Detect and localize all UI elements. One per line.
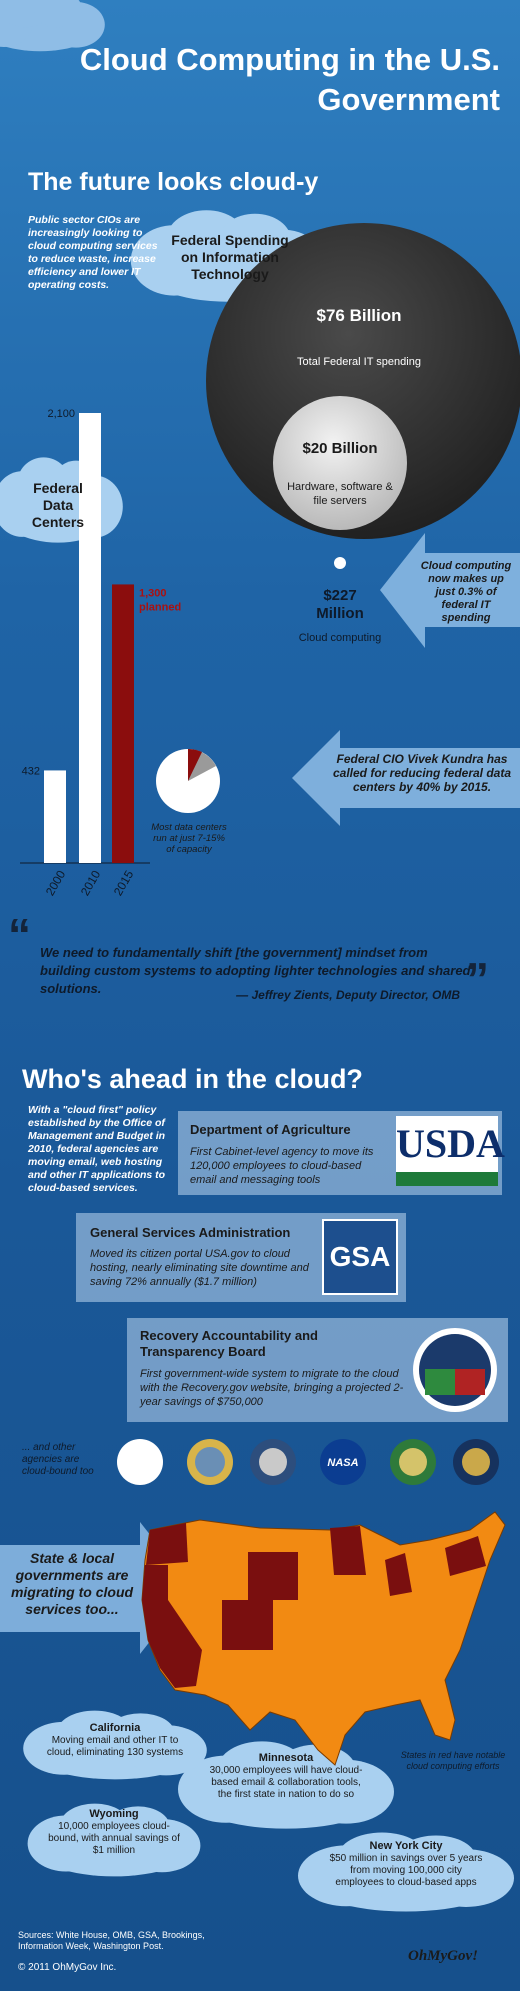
cloud-circle bbox=[334, 557, 346, 569]
state bbox=[385, 1553, 412, 1596]
map bbox=[141, 1511, 506, 1766]
state bbox=[142, 1565, 202, 1688]
agency-name: General Services Administration bbox=[90, 1225, 291, 1240]
seal bbox=[399, 1448, 427, 1476]
state-name: New York City bbox=[369, 1840, 443, 1852]
bar bbox=[112, 584, 134, 863]
agency-text: First Cabinet-level agency to move its 1… bbox=[190, 1146, 374, 1186]
arrow-text: State & local governments are migrating … bbox=[10, 1550, 134, 1617]
cloud bbox=[27, 1803, 201, 1877]
amount: $227 Million bbox=[316, 587, 364, 622]
bar-label: 1,300 bbox=[139, 587, 167, 599]
cloud-puff bbox=[396, 1835, 476, 1882]
state-text: 10,000 employees cloud-bound, with annua… bbox=[48, 1821, 180, 1856]
intro: With a "cloud first" policy established … bbox=[28, 1104, 166, 1194]
amount-label: Hardware, software & file servers bbox=[287, 481, 393, 507]
state bbox=[248, 1552, 298, 1600]
seal bbox=[117, 1439, 163, 1485]
seal bbox=[320, 1439, 366, 1485]
seal-part bbox=[455, 1369, 485, 1395]
seal-part bbox=[425, 1369, 455, 1395]
note: Most data centers run at just 7-15% of c… bbox=[151, 822, 227, 855]
seal bbox=[195, 1447, 225, 1477]
agency-seals: NASA bbox=[117, 1439, 499, 1485]
brand-logo: OhMyGov! bbox=[408, 1948, 478, 1964]
amount-label: Cloud computing bbox=[298, 632, 382, 644]
cloud bbox=[0, 0, 105, 52]
title: Cloud Computing in the U.S. Government bbox=[79, 42, 500, 117]
capacity-pie bbox=[156, 748, 220, 813]
state-name: Minnesota bbox=[258, 1752, 314, 1764]
sources: Sources: White House, OMB, GSA, Brooking… bbox=[18, 1930, 205, 1951]
pie-slice bbox=[188, 748, 202, 781]
amount: $20 Billion bbox=[302, 440, 378, 457]
states-arrow bbox=[0, 1522, 192, 1654]
cloud bbox=[298, 1832, 514, 1912]
hardware-circle bbox=[273, 396, 407, 530]
seal bbox=[259, 1448, 287, 1476]
agency-text: First government-wide system to migrate … bbox=[140, 1368, 404, 1408]
arrow-text: Cloud computing now makes up just 0.3% o… bbox=[420, 560, 512, 624]
state-name: California bbox=[89, 1722, 141, 1734]
state bbox=[146, 1523, 188, 1565]
quote-mark: ” bbox=[466, 953, 489, 1005]
state-text: Moving email and other IT to cloud, elim… bbox=[46, 1735, 184, 1758]
quote-author: — Jeffrey Zients, Deputy Director, OMB bbox=[236, 988, 460, 1002]
state-name: Wyoming bbox=[89, 1808, 139, 1820]
intro: Public sector CIOs are increasingly look… bbox=[28, 214, 158, 291]
x-tick-label: 2010 bbox=[78, 868, 104, 898]
agency-text: Moved its citizen portal USA.gov to clou… bbox=[90, 1248, 309, 1288]
map-legend: States in red have notable cloud computi… bbox=[400, 1750, 506, 1771]
amount-label: Total Federal IT spending bbox=[297, 356, 421, 368]
cloud-puff bbox=[106, 1713, 175, 1753]
state-text: $50 million in savings over 5 years from… bbox=[329, 1853, 483, 1888]
arrow-text: Federal CIO Vivek Kundra has called for … bbox=[332, 752, 512, 794]
quote: We need to fundamentally shift [the gove… bbox=[40, 945, 471, 996]
bar-label: 432 bbox=[22, 765, 40, 777]
agency-logo bbox=[413, 1328, 497, 1412]
heading: The future looks cloud-y bbox=[28, 168, 319, 196]
cloud-label: Federal Spending on Information Technolo… bbox=[171, 232, 289, 282]
bar-note: planned bbox=[139, 601, 181, 613]
x-tick-label: 2015 bbox=[111, 868, 137, 898]
us-outline bbox=[141, 1511, 506, 1766]
cloud-puff bbox=[34, 0, 82, 28]
bar bbox=[79, 413, 101, 863]
state bbox=[445, 1536, 486, 1576]
cloud-puff bbox=[106, 1806, 170, 1849]
quote-mark: “ bbox=[8, 909, 31, 961]
cloud bbox=[178, 1741, 394, 1829]
note: ... and other agencies are cloud-bound t… bbox=[22, 1442, 94, 1477]
copyright: © 2011 OhMyGov Inc. bbox=[18, 1962, 117, 1973]
heading: Who's ahead in the cloud? bbox=[22, 1064, 363, 1094]
amount: $76 Billion bbox=[316, 306, 402, 325]
agency-name: Recovery Accountability and Transparency… bbox=[140, 1328, 318, 1359]
agency-name: Department of Agriculture bbox=[190, 1122, 351, 1137]
seal-text: NASA bbox=[327, 1457, 358, 1469]
agency-logo: USDA bbox=[396, 1116, 505, 1186]
cloud-label: Federal Data Centers bbox=[31, 480, 85, 530]
agency-logo: GSA bbox=[322, 1219, 398, 1295]
kundra-arrow bbox=[292, 730, 520, 826]
bar-label: 2,100 bbox=[47, 408, 75, 420]
x-tick-label: 2000 bbox=[43, 868, 69, 898]
state-text: 30,000 employees will have cloud-based e… bbox=[209, 1765, 363, 1800]
bar bbox=[44, 770, 66, 863]
cloud bbox=[23, 1710, 207, 1780]
state bbox=[222, 1600, 273, 1650]
state bbox=[330, 1526, 366, 1575]
share-arrow bbox=[380, 533, 520, 648]
seal bbox=[462, 1448, 490, 1476]
